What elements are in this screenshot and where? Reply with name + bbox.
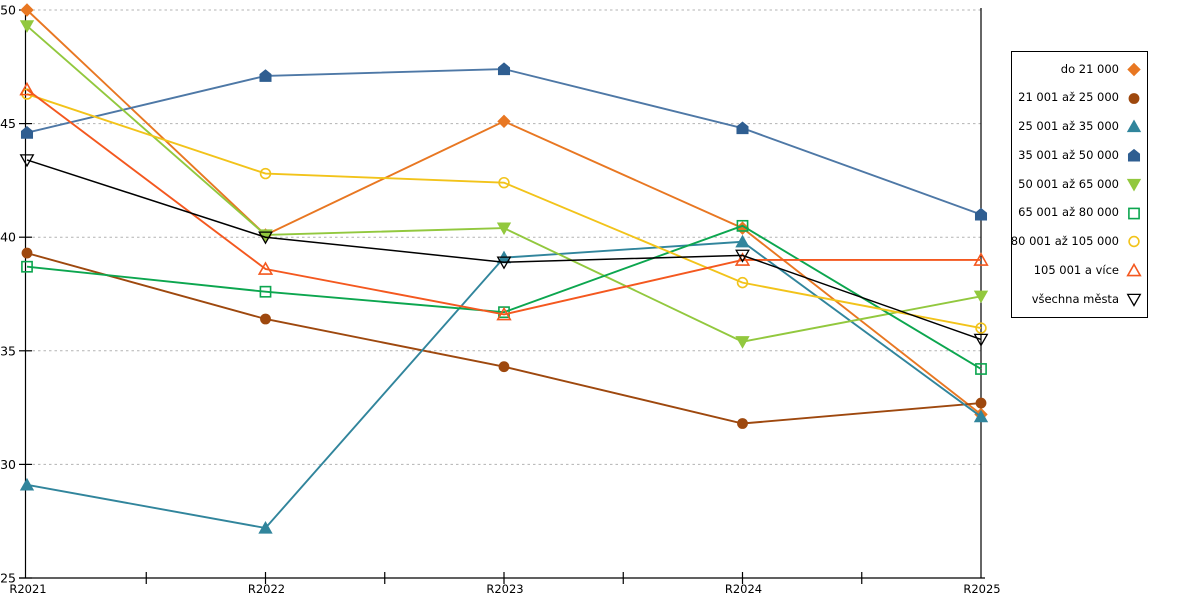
triangle-down-marker-icon [1126,293,1142,307]
series-line [26,224,982,370]
axes [19,8,985,579]
square-marker-icon [1128,207,1140,220]
y-tick-label: 50 [0,3,16,18]
x-axis-ticks: R2021 R2022 R2023 R2024 R2025 [9,572,1001,596]
legend-label: všechna města [1031,291,1119,306]
series-line [26,159,982,341]
series-line [26,240,982,530]
series-line [26,252,982,425]
legend-item: 25 001 až 35 000 [1016,113,1142,141]
y-tick-label: 35 [0,343,16,358]
legend-item: 80 001 až 105 000 [1011,228,1142,256]
x-tick-label: R2023 [486,582,523,596]
triangle-down-marker-icon [1126,178,1142,192]
legend-label: 35 001 až 50 000 [1018,147,1119,162]
series-9 [19,154,989,347]
series-7 [21,88,987,334]
gridlines [27,9,981,465]
legend-item: 50 001 až 65 000 [1016,170,1142,198]
legend-label: 105 001 a více [1033,262,1119,277]
legend-item: 65 001 až 80 000 [1016,199,1142,227]
triangle-up-marker-icon [1126,263,1142,277]
legend-label: 25 001 až 35 000 [1018,119,1119,134]
series-8 [19,81,989,321]
legend-item: 21 001 až 25 000 [1016,84,1142,112]
legend-label: 21 001 až 25 000 [1018,90,1119,105]
circle-marker-icon [1128,92,1140,104]
pentagon-marker-icon [1127,149,1141,162]
x-tick-label: R2021 [9,582,46,596]
legend-label: 65 001 až 80 000 [1018,205,1119,220]
y-tick-label: 40 [0,230,16,245]
y-tick-label: 30 [0,457,16,472]
x-tick-label: R2024 [725,582,762,596]
legend-item: 35 001 až 50 000 [1016,142,1142,170]
diamond-marker-icon [1127,62,1141,77]
series-6 [21,219,987,375]
legend-label: 50 001 až 65 000 [1018,176,1119,191]
series-line [26,93,982,330]
series-4 [20,62,988,221]
x-tick-label: R2025 [963,582,1000,596]
x-tick-label: R2022 [248,582,285,596]
legend-item: všechna města [1016,286,1142,314]
legend-label: do 21 000 [1060,61,1119,76]
triangle-up-marker-icon [1126,119,1142,133]
chart-legend: do 21 000 21 001 až 25 000 25 001 až 35 00… [1011,51,1148,318]
y-axis-ticks: 25 30 35 40 45 50 [0,3,32,586]
legend-item: 105 001 a více [1016,257,1142,285]
y-tick-label: 45 [0,116,16,131]
legend-item: do 21 000 [1016,55,1142,83]
series-2 [21,247,987,429]
legend-label: 80 001 až 105 000 [1010,234,1119,249]
circle-marker-icon [1128,236,1140,248]
series-line [26,88,981,316]
y-tick-label: 25 [0,571,16,586]
